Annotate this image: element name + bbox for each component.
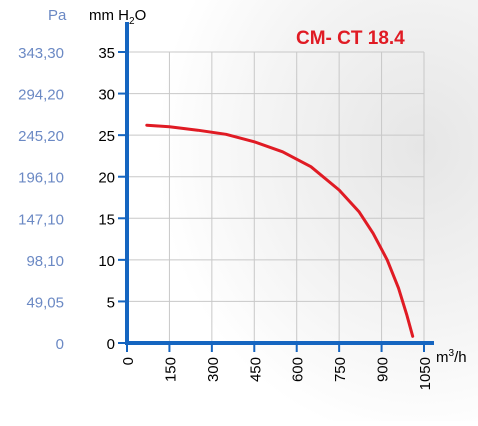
pa-unit-label: Pa [48,7,67,24]
y-tick-label: 35 [98,45,115,62]
series [145,123,415,338]
pa-tick-label: 49,05 [26,294,64,311]
pa-tick-label: 294,20 [18,87,64,104]
axes [118,22,434,352]
grid [127,51,425,343]
x-tick-label: 750 [332,357,349,382]
x-tick-label: 300 [205,357,222,382]
x-tick-label: 0 [120,357,137,365]
pa-tick-label: 196,10 [18,170,64,187]
pa-tick-label: 343,30 [18,45,64,62]
x-tick-label: 600 [290,357,307,382]
performance-curve [145,123,415,338]
background-decoration [100,0,478,421]
y-tick-label: 10 [98,253,115,270]
y-tick-label: 25 [98,128,115,145]
y-tick-label: 0 [107,336,115,353]
y-tick-label: 15 [98,211,115,228]
pa-tick-label: 147,10 [18,211,64,228]
x-tick-label: 1050 [417,357,434,390]
x-axis-unit-label: m3/h [436,348,467,366]
chart-title: CM- CT 18.4 [296,28,405,49]
y-tick-label: 5 [107,294,115,311]
pa-tick-label: 98,10 [26,253,64,270]
x-tick-label: 900 [375,357,392,382]
y-tick-label: 30 [98,87,115,104]
x-tick-label: 150 [162,357,179,382]
mmh2o-unit-label: mm H2O [89,7,146,27]
labels: 0 5 10 15 20 25 30 35 0 49,05 98,10 147,10 196,10 245… [18,7,466,390]
pa-tick-label: 0 [56,336,64,353]
y-tick-label: 20 [98,170,115,187]
x-tick-label: 450 [247,357,264,382]
pa-tick-label: 245,20 [18,128,64,145]
